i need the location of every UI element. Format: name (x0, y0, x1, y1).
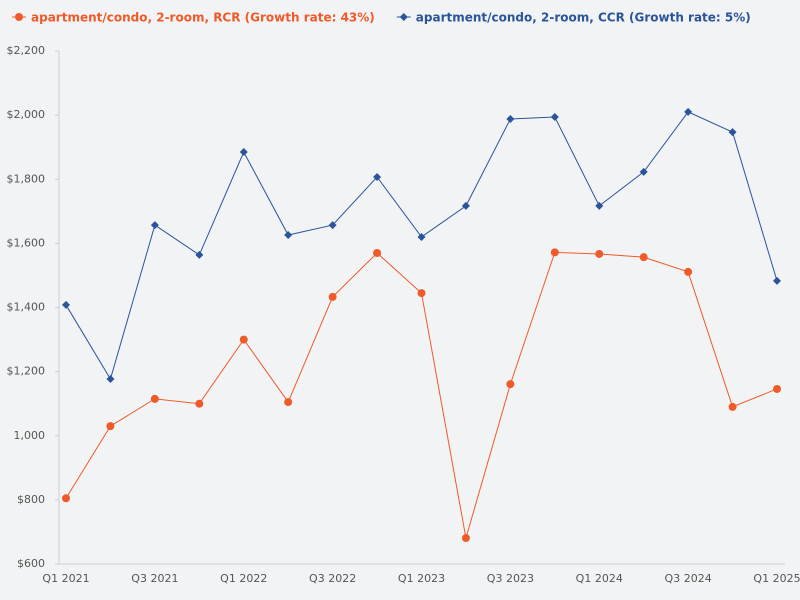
marker (728, 402, 737, 411)
marker (106, 422, 115, 431)
y-tick-label: $1,200 (7, 365, 46, 378)
x-tick-label: Q1 2025 (753, 572, 800, 585)
y-tick-label: $1,400 (7, 301, 46, 314)
marker (506, 114, 515, 123)
x-tick-label: Q1 2022 (220, 572, 267, 585)
y-tick-label: $2,000 (7, 108, 46, 121)
x-tick-label: Q1 2023 (398, 572, 445, 585)
x-tick-label: Q3 2021 (131, 572, 178, 585)
marker (461, 201, 470, 210)
marker (62, 494, 70, 503)
marker (328, 221, 337, 230)
y-tick-label: 1,000 (14, 429, 46, 442)
marker (284, 231, 293, 240)
marker (373, 248, 382, 257)
marker (399, 13, 408, 21)
x-tick-label: Q1 2024 (576, 572, 623, 585)
marker (373, 173, 382, 182)
marker (728, 128, 737, 137)
marker (684, 267, 693, 276)
marker (15, 13, 23, 21)
legend-item: apartment/condo, 2-room, RCR (Growth rat… (12, 11, 375, 25)
marker (595, 249, 604, 258)
marker (150, 221, 159, 230)
legend-item: apartment/condo, 2-room, CCR (Growth rat… (396, 11, 751, 25)
series-line (65, 111, 778, 381)
x-tick-label: Q3 2022 (309, 572, 356, 585)
marker (62, 300, 70, 309)
marker (639, 167, 648, 176)
marker (461, 534, 470, 543)
marker (417, 289, 426, 298)
marker (106, 374, 115, 383)
marker (328, 292, 337, 301)
y-tick-label: $2,200 (7, 44, 46, 57)
x-tick-label: Q3 2024 (665, 572, 712, 585)
marker (239, 147, 248, 156)
x-tick-label: Q1 2021 (42, 572, 89, 585)
marker (150, 394, 159, 403)
marker (284, 398, 293, 407)
y-tick-label: $1,600 (7, 236, 46, 249)
y-tick-label: $800 (17, 493, 45, 506)
marker (417, 232, 426, 241)
legend-text: apartment/condo, 2-room, RCR (Growth rat… (31, 11, 375, 25)
marker (506, 380, 515, 389)
marker (684, 107, 693, 116)
marker (773, 276, 781, 285)
y-tick-label: $1,800 (7, 172, 46, 185)
marker (195, 250, 204, 259)
x-tick-label: Q3 2023 (487, 572, 534, 585)
marker (773, 384, 781, 393)
y-tick-label: $600 (17, 557, 45, 570)
marker (195, 399, 204, 408)
marker (550, 113, 559, 122)
marker (639, 253, 648, 262)
marker (550, 248, 559, 257)
marker (239, 335, 248, 344)
legend-text: apartment/condo, 2-room, CCR (Growth rat… (416, 11, 751, 25)
marker (595, 201, 604, 210)
